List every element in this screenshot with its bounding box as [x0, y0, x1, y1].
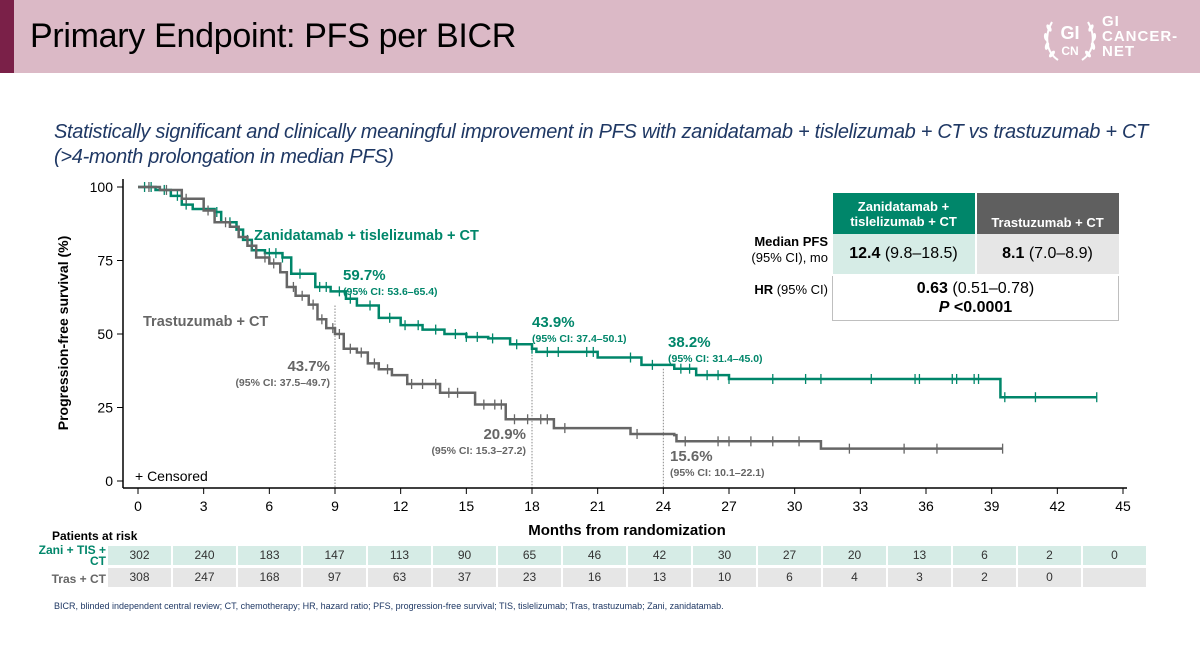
x-tick-label: 45	[1115, 498, 1131, 514]
x-tick-label: 18	[524, 498, 540, 514]
risk-cell: 42	[628, 546, 693, 565]
x-tick-label: 39	[984, 498, 1000, 514]
x-tick-label: 27	[721, 498, 737, 514]
risk-cell: 247	[173, 568, 238, 587]
risk-cell: 6	[953, 546, 1018, 565]
y-tick-label: 0	[105, 473, 113, 489]
table-header-zani: Zanidatamab + tislelizumab + CT	[832, 193, 976, 234]
risk-cell: 3	[888, 568, 953, 587]
km-curve-tras	[138, 185, 1003, 450]
x-tick-label: 33	[853, 498, 869, 514]
risk-cell: 97	[303, 568, 368, 587]
logo-wordmark: GI CANCER- NET	[1102, 13, 1179, 60]
landmark-tras-ci: (95% CI: 10.1–22.1)	[670, 467, 765, 479]
x-tick-label: 3	[200, 498, 208, 514]
risk-table-title: Patients at risk	[52, 529, 138, 543]
x-tick-label: 36	[918, 498, 934, 514]
risk-cell: 63	[368, 568, 433, 587]
risk-row-zani: 302 240 183 147 113 90 65 46 42 30 27 20 13 6 2 0	[108, 546, 1148, 565]
table-header-tras: Trastuzumab + CT	[974, 193, 1119, 234]
risk-cell: 147	[303, 546, 368, 565]
risk-cell: 240	[173, 546, 238, 565]
risk-cell: 30	[693, 546, 758, 565]
x-tick-label: 24	[656, 498, 672, 514]
risk-cell: 302	[108, 546, 173, 565]
landmark-tras-value: 15.6%	[670, 448, 713, 465]
svg-text:CN: CN	[1061, 44, 1078, 58]
risk-cell: 16	[563, 568, 628, 587]
landmark-tras-ci: (95% CI: 37.5–49.7)	[235, 377, 330, 389]
landmark-zani-value: 38.2%	[668, 334, 711, 351]
x-tick-label: 6	[265, 498, 273, 514]
risk-cell: 27	[758, 546, 823, 565]
risk-cell	[1083, 568, 1148, 587]
median-pfs-tras: 8.1 (7.0–8.9)	[974, 234, 1119, 275]
risk-cell: 23	[498, 568, 563, 587]
risk-cell: 0	[1018, 568, 1083, 587]
series-label-tras: Trastuzumab + CT	[143, 314, 268, 330]
risk-cell: 13	[628, 568, 693, 587]
landmark-zani-value: 59.7%	[343, 267, 386, 284]
risk-row-tras: 308 247 168 97 63 37 23 16 13 10 6 4 3 2 0	[108, 568, 1148, 587]
x-tick-label: 9	[331, 498, 339, 514]
risk-cell: 2	[953, 568, 1018, 587]
svg-text:GI: GI	[1060, 23, 1079, 43]
risk-cell: 20	[823, 546, 888, 565]
median-pfs-table: Zanidatamab + tislelizumab + CT Trastuzu…	[832, 193, 1119, 321]
hr-row-label: HR (95% CI)	[754, 282, 828, 297]
landmark-zani-value: 43.9%	[532, 314, 575, 331]
censored-legend: + Censored	[135, 468, 208, 484]
x-axis-label: Months from randomization	[528, 522, 726, 539]
x-tick-label: 12	[393, 498, 409, 514]
risk-cell: 113	[368, 546, 433, 565]
page-title: Primary Endpoint: PFS per BICR	[30, 17, 517, 55]
risk-cell: 6	[758, 568, 823, 587]
risk-cell: 37	[433, 568, 498, 587]
y-tick-label: 50	[97, 326, 113, 342]
risk-cell: 46	[563, 546, 628, 565]
x-tick-label: 21	[590, 498, 606, 514]
risk-cell: 10	[693, 568, 758, 587]
slide-subtitle: Statistically significant and clinically…	[54, 121, 1149, 168]
x-tick-label: 15	[459, 498, 475, 514]
hazard-ratio-cell: 0.63 (0.51–0.78) P <0.0001	[832, 274, 1119, 321]
landmark-zani-ci: (95% CI: 37.4–50.1)	[532, 333, 627, 345]
y-tick-label: 25	[97, 400, 113, 416]
y-tick-label: 75	[97, 253, 113, 269]
risk-cell: 4	[823, 568, 888, 587]
landmark-tras-value: 20.9%	[483, 426, 526, 443]
x-tick-label: 42	[1050, 498, 1066, 514]
x-tick-label: 30	[787, 498, 803, 514]
header-accent-bar	[0, 0, 14, 73]
risk-cell: 90	[433, 546, 498, 565]
risk-cell: 13	[888, 546, 953, 565]
risk-cell: 0	[1083, 546, 1148, 565]
landmark-tras-ci: (95% CI: 15.3–27.2)	[431, 445, 526, 457]
median-pfs-row-label: Median PFS (95% CI), mo	[751, 234, 828, 265]
landmark-tras-value: 43.7%	[287, 358, 330, 375]
landmark-zani-ci: (95% CI: 31.4–45.0)	[668, 353, 763, 365]
series-label-zani: Zanidatamab + tislelizumab + CT	[254, 228, 479, 244]
risk-cell: 183	[238, 546, 303, 565]
gi-cancernet-logo: GI CN GI CANCER- NET	[1040, 10, 1190, 66]
median-pfs-zani: 12.4 (9.8–18.5)	[832, 234, 976, 275]
risk-cell: 168	[238, 568, 303, 587]
y-axis-label: Progression-free survival (%)	[55, 236, 71, 431]
y-tick-label: 100	[90, 179, 114, 195]
risk-cell: 2	[1018, 546, 1083, 565]
risk-cell: 308	[108, 568, 173, 587]
footnote: BICR, blinded independent central review…	[54, 601, 724, 611]
risk-row-label-tras: Tras + CT	[51, 572, 106, 586]
risk-row-label-zani: Zani + TIS + CT	[38, 543, 106, 568]
landmark-zani-ci: (95% CI: 53.6–65.4)	[343, 286, 438, 298]
x-tick-label: 0	[134, 498, 142, 514]
header-banner: Primary Endpoint: PFS per BICR GI CN GI …	[0, 0, 1200, 73]
laurel-wreath-icon: GI CN	[1043, 21, 1097, 61]
risk-cell: 65	[498, 546, 563, 565]
